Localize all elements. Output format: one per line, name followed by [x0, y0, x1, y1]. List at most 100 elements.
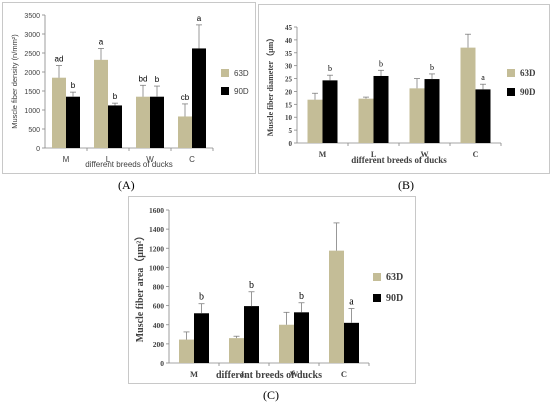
c-legend-swatch-63D — [373, 273, 381, 281]
b-legend-swatch-90D — [507, 88, 515, 96]
a-bar-90D-W — [150, 96, 164, 148]
c-significance-letter: b — [249, 280, 254, 291]
a-y-tick-label: 1500 — [24, 89, 40, 96]
b-significance-letter: a — [481, 73, 485, 82]
a-legend-swatch-63D — [221, 69, 229, 77]
c-legend-label-63D: 63D — [386, 272, 403, 283]
a-y-tick-label: 2500 — [24, 51, 40, 58]
c-bar-90D-M — [194, 313, 209, 363]
b-x-tick-label: L — [371, 150, 376, 159]
a-y-tick-label: 2000 — [24, 70, 40, 77]
b-y-tick-label: 20 — [285, 88, 293, 96]
a-bar-63D-L — [94, 59, 108, 149]
c-y-tick-label: 1000 — [149, 263, 164, 272]
c-y-tick-label: 400 — [153, 321, 165, 330]
b-y-tick-label: 15 — [285, 101, 293, 109]
chart-c-svg: 0 200 400 600 800 1000 1200 1400 1600 Mb Lb Wb Ca Mus… — [133, 206, 403, 381]
b-x-tick-label: W — [421, 150, 429, 159]
b-bar-90D-C — [475, 89, 491, 143]
b-legend-label-90D: 90D — [520, 87, 536, 97]
c-x-tick-label: M — [190, 369, 198, 379]
a-x-axis-label: different breeds of ducks — [85, 160, 172, 169]
a-legend-swatch-90D — [221, 87, 229, 95]
chart-b-svg: 0 5 10 15 20 25 30 35 40 45 Mb Lb Wb Ca Muscle fiber d… — [265, 24, 536, 165]
b-significance-letter: b — [379, 59, 383, 68]
c-x-tick-label: L — [241, 369, 247, 379]
a-significance-letter: a — [197, 14, 202, 23]
a-significance-letter: a — [99, 37, 104, 46]
b-y-axis-label: Muscle fiber diameter（μm） — [265, 34, 275, 137]
b-bar-90D-M — [322, 80, 338, 143]
a-y-tick-label: 0 — [36, 146, 40, 153]
b-y-tick-label: 25 — [285, 76, 293, 84]
b-x-axis-label: different breeds of ducks — [351, 155, 447, 165]
c-y-tick-label: 1400 — [149, 225, 164, 234]
b-legend-label-63D: 63D — [520, 68, 536, 78]
a-y-tick-label: 500 — [28, 127, 40, 134]
a-bar-90D-L — [108, 105, 122, 148]
b-y-tick-label: 30 — [285, 63, 293, 71]
b-bar-63D-C — [460, 47, 476, 143]
c-bar-90D-W — [294, 312, 309, 363]
c-legend-label-90D: 90D — [386, 293, 403, 304]
c-bar-63D-L — [229, 338, 244, 363]
a-bar-63D-W — [136, 96, 150, 148]
a-bar-90D-M — [66, 96, 80, 148]
c-y-tick-label: 800 — [153, 283, 165, 292]
c-x-axis-label: different breeds of ducks — [216, 370, 322, 381]
c-x-tick-label: W — [290, 369, 299, 379]
b-y-tick-label: 40 — [285, 37, 293, 45]
a-bar-90D-C — [192, 48, 206, 148]
c-significance-letter: b — [299, 291, 304, 302]
c-y-tick-label: 200 — [153, 340, 165, 349]
a-significance-letter: b — [113, 92, 118, 101]
c-bar-63D-C — [329, 250, 344, 363]
c-significance-letter: b — [199, 292, 204, 303]
a-significance-letter: b — [155, 75, 160, 84]
a-y-axis-label: Muscle fiber density (n/mm²) — [10, 34, 19, 129]
c-bar-90D-L — [244, 306, 259, 363]
a-significance-letter: cb — [181, 93, 190, 102]
a-y-tick-label: 3500 — [24, 13, 40, 20]
b-x-tick-label: C — [473, 150, 479, 159]
b-bar-90D-W — [424, 79, 440, 143]
b-y-tick-label: 35 — [285, 50, 293, 58]
c-y-tick-label: 1200 — [149, 244, 164, 253]
a-x-tick-label: W — [146, 155, 154, 164]
c-y-axis-label: Muscle fiber area（μm²） — [133, 231, 146, 343]
panel-label-a: (A) — [118, 178, 135, 192]
b-significance-letter: b — [430, 63, 434, 72]
b-y-tick-label: 10 — [285, 114, 293, 122]
a-significance-letter: bd — [139, 74, 148, 83]
a-significance-letter: b — [71, 81, 76, 90]
b-bar-63D-M — [307, 99, 323, 143]
c-y-tick-label: 1600 — [149, 206, 164, 215]
b-y-tick-label: 0 — [289, 140, 293, 148]
b-y-tick-label: 45 — [285, 24, 293, 32]
c-x-tick-label: C — [341, 369, 347, 379]
c-y-tick-label: 0 — [160, 359, 164, 368]
a-x-tick-label: M — [63, 155, 70, 164]
b-bar-90D-L — [373, 75, 389, 143]
a-significance-letter: ad — [55, 55, 64, 64]
c-bar-63D-W — [279, 324, 294, 363]
b-y-tick-label: 5 — [289, 127, 293, 135]
a-legend-label-90D: 90D — [234, 87, 249, 96]
a-bar-63D-C — [178, 116, 192, 148]
b-significance-letter: b — [328, 64, 332, 73]
a-y-tick-label: 1000 — [24, 108, 40, 115]
c-y-tick-label: 600 — [153, 302, 165, 311]
a-x-tick-label: L — [106, 155, 111, 164]
c-bar-90D-C — [344, 322, 359, 363]
a-bar-63D-M — [52, 77, 66, 148]
b-bar-63D-L — [358, 98, 374, 143]
c-legend-swatch-90D — [373, 294, 381, 302]
panel-label-b: (B) — [398, 178, 414, 192]
c-significance-letter: a — [349, 296, 354, 307]
b-bar-63D-W — [409, 88, 425, 143]
b-legend-swatch-63D — [507, 69, 515, 77]
a-x-tick-label: C — [189, 155, 195, 164]
